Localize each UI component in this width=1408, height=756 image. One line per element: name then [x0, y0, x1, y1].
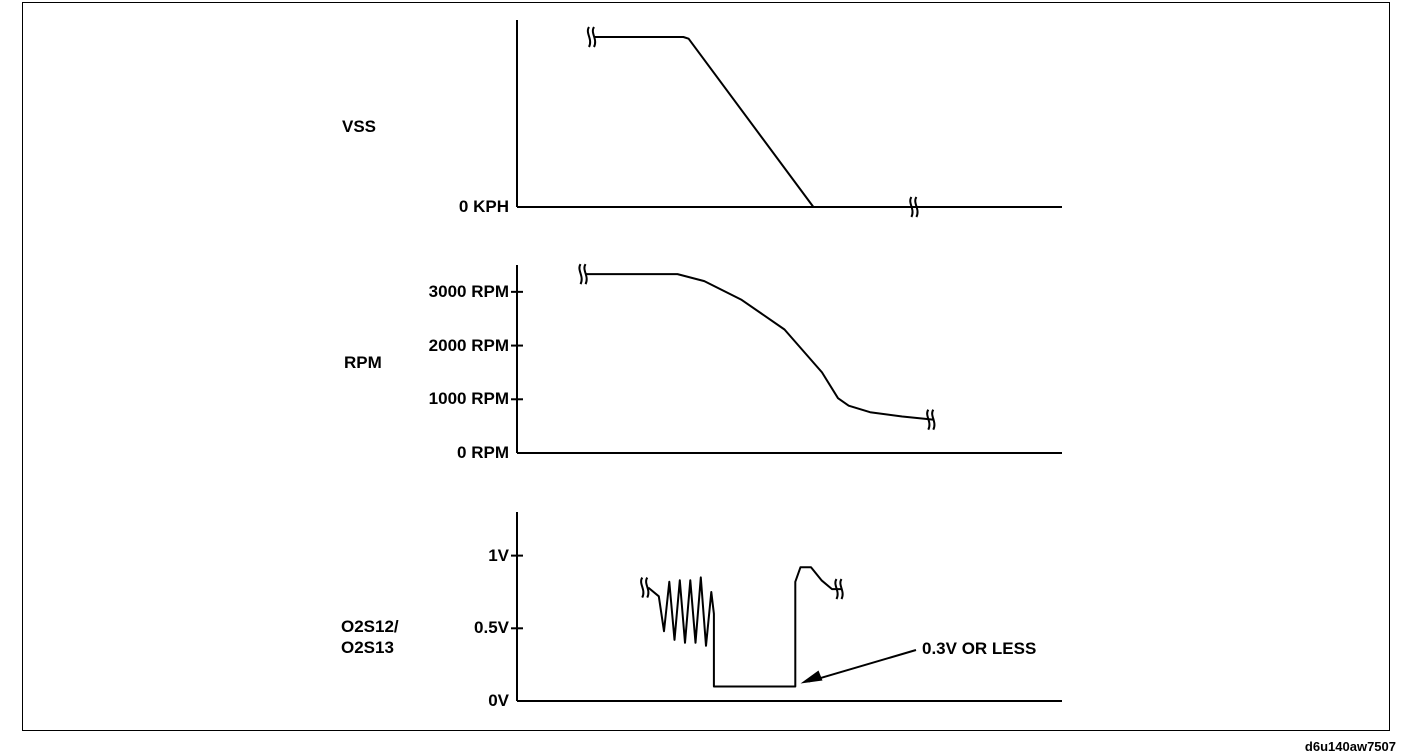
- series-line: [595, 36, 959, 208]
- break-mark: [586, 26, 597, 48]
- y-tick-label: 1V: [488, 545, 509, 565]
- vss-axis-label: VSS: [342, 117, 377, 136]
- annotation-arrow-line: [808, 649, 917, 683]
- y-tick-label: 2000 RPM: [428, 335, 509, 355]
- break-mark: [834, 578, 844, 600]
- series-line: [586, 273, 935, 421]
- break-mark: [640, 577, 650, 599]
- o2s-axis-label: O2S12/ O2S13: [341, 617, 399, 657]
- break-mark: [926, 409, 936, 431]
- y-tick-label: 0.5V: [474, 618, 509, 638]
- figure-frame: [22, 2, 1390, 731]
- y-tick-label: 0 RPM: [457, 443, 509, 462]
- rpm-axis-label: RPM: [344, 353, 382, 372]
- y-tick-label: 0V: [488, 691, 509, 710]
- annotation-label: 0.3V OR LESS: [922, 639, 1037, 658]
- y-tick-label: 0 KPH: [458, 197, 509, 216]
- break-mark: [578, 263, 588, 285]
- series-line: [647, 566, 843, 688]
- y-tick-label: 3000 RPM: [428, 281, 509, 301]
- annotation-arrowhead: [800, 670, 823, 684]
- y-tick-label: 1000 RPM: [428, 389, 509, 409]
- figure-id: d6u140aw7507: [1304, 739, 1396, 754]
- break-mark: [909, 196, 919, 218]
